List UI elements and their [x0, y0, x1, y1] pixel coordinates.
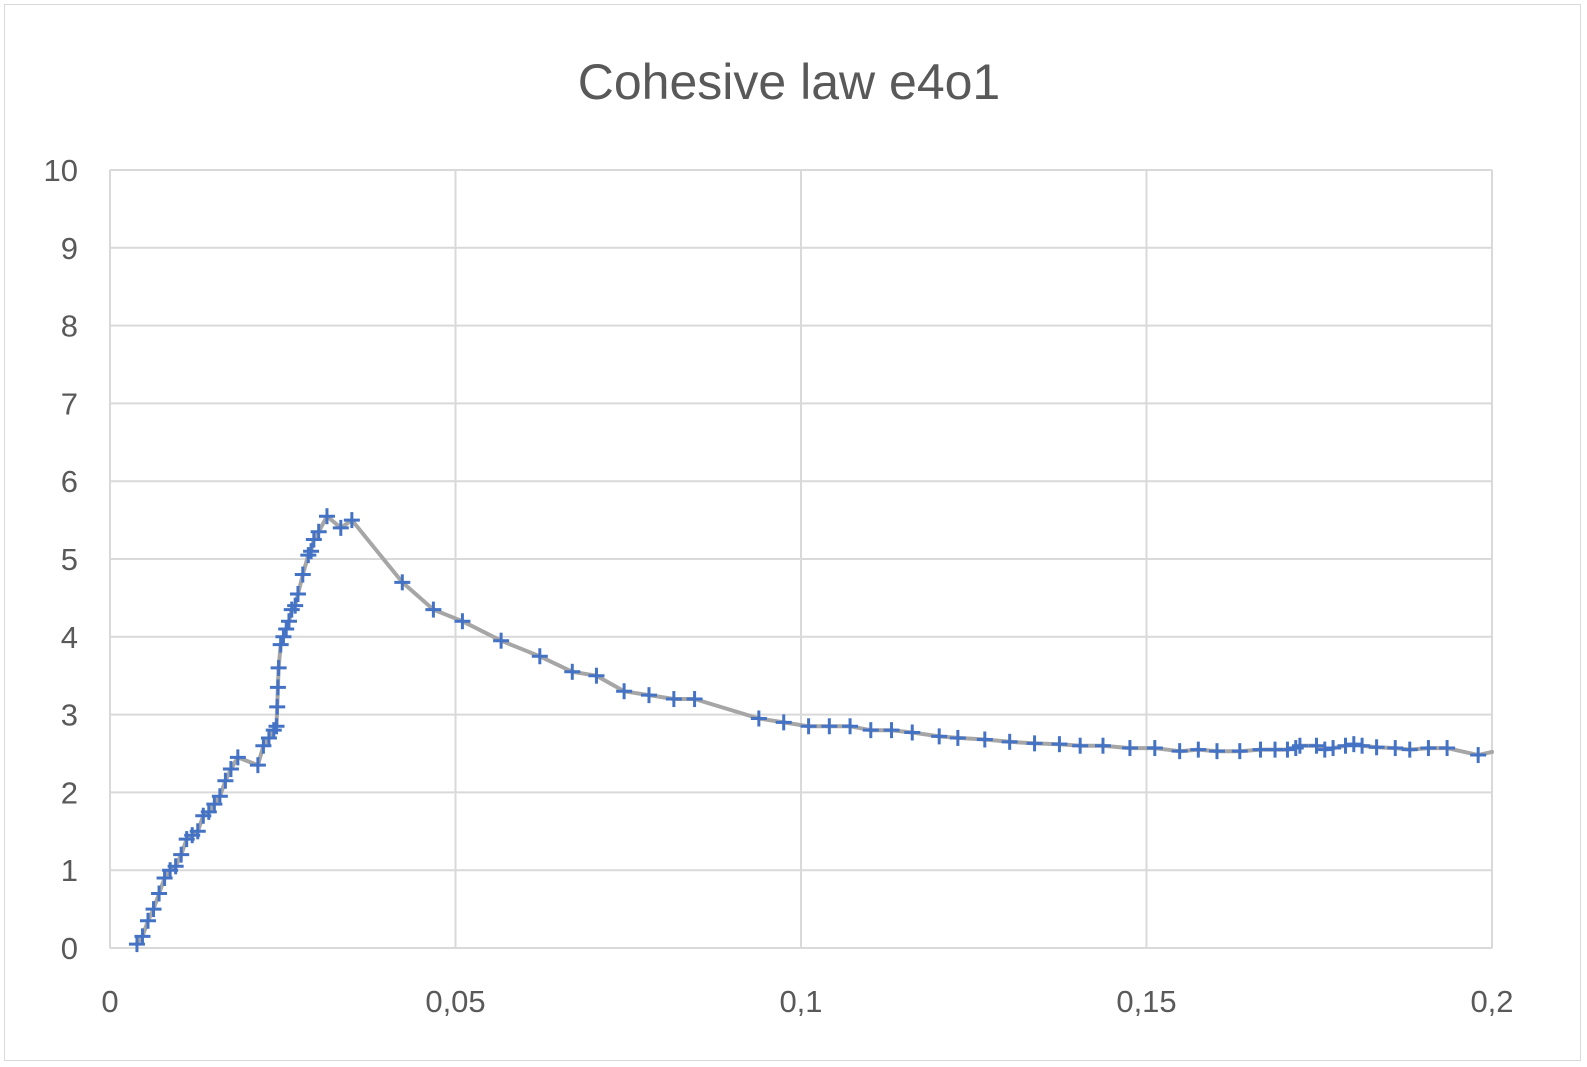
- y-tick-label: 2: [61, 775, 78, 810]
- data-point: [310, 523, 327, 540]
- data-point: [140, 912, 157, 929]
- data-point: [1001, 733, 1018, 750]
- data-point: [332, 519, 349, 536]
- data-point: [217, 772, 234, 789]
- data-point: [167, 858, 184, 875]
- data-point: [1072, 737, 1089, 754]
- data-point: [1345, 736, 1362, 753]
- data-point: [300, 547, 317, 564]
- data-point: [454, 613, 471, 630]
- data-point: [665, 691, 682, 708]
- data-point: [173, 846, 190, 863]
- data-point: [1401, 741, 1418, 758]
- data-point: [775, 714, 792, 731]
- data-point: [151, 885, 168, 902]
- data-point: [249, 757, 266, 774]
- data-point: [269, 698, 286, 715]
- data-point: [1094, 737, 1111, 754]
- chart-title: Cohesive law e4o1: [578, 54, 1001, 110]
- y-tick-label: 7: [61, 386, 78, 421]
- data-point: [287, 597, 304, 614]
- data-point: [493, 632, 510, 649]
- data-point: [750, 710, 767, 727]
- data-point: [275, 628, 292, 645]
- data-point: [564, 663, 581, 680]
- x-tick-label: 0,05: [425, 984, 485, 1019]
- data-point: [268, 718, 285, 735]
- data-point: [976, 731, 993, 748]
- chart: Cohesive law e4o1 0 1 2 3 4 5 6 7 8 9 10 0 0,05 0,1 0,…: [44, 54, 1514, 1019]
- data-point: [1420, 740, 1437, 757]
- y-tick-label: 4: [61, 620, 78, 655]
- y-tick-label: 0: [61, 931, 78, 966]
- data-point: [949, 729, 966, 746]
- data-point: [1231, 743, 1248, 760]
- data-point: [1387, 740, 1404, 757]
- data-point: [270, 659, 287, 676]
- data-point: [1291, 737, 1308, 754]
- series-line: [134, 514, 1494, 947]
- data-point: [1171, 743, 1188, 760]
- data-point: [343, 512, 360, 529]
- data-point: [425, 601, 442, 618]
- data-point: [222, 761, 239, 778]
- data-point: [1470, 747, 1487, 764]
- data-point: [134, 928, 151, 945]
- x-tick-label: 0,15: [1116, 984, 1176, 1019]
- data-point: [1325, 740, 1342, 757]
- data-point: [1252, 741, 1269, 758]
- y-tick-label: 3: [61, 698, 78, 733]
- data-point: [189, 823, 206, 840]
- y-tick-label: 6: [61, 464, 78, 499]
- data-point: [931, 728, 948, 745]
- y-tick-label: 1: [61, 853, 78, 888]
- data-point: [394, 574, 411, 591]
- y-tick-label: 10: [44, 153, 78, 188]
- y-tick-label: 5: [61, 542, 78, 577]
- data-point: [280, 613, 297, 630]
- data-point: [800, 718, 817, 735]
- x-tick-label: 0,2: [1470, 984, 1513, 1019]
- data-point: [145, 901, 162, 918]
- data-point: [1368, 739, 1385, 756]
- x-tick-label: 0,1: [779, 984, 822, 1019]
- data-point: [883, 722, 900, 739]
- data-point: [1337, 737, 1354, 754]
- data-point: [1190, 741, 1207, 758]
- data-point: [616, 683, 633, 700]
- data-point: [1439, 740, 1456, 757]
- data-point: [904, 724, 921, 741]
- data-point: [588, 667, 605, 684]
- data-point: [1121, 740, 1138, 757]
- data-point: [318, 508, 335, 525]
- data-point: [640, 687, 657, 704]
- data-point: [211, 788, 228, 805]
- data-point: [278, 621, 295, 638]
- data-point: [1354, 737, 1371, 754]
- data-point: [1146, 740, 1163, 757]
- y-tick-label: 8: [61, 309, 78, 344]
- data-point: [531, 648, 548, 665]
- data-point: [1208, 743, 1225, 760]
- data-point: [289, 586, 306, 603]
- chart-frame: Cohesive law e4o1 0 1 2 3 4 5 6 7 8 9 10 0 0,05 0,1 0,…: [4, 4, 1581, 1061]
- data-point: [303, 543, 320, 560]
- data-point: [269, 679, 286, 696]
- data-point: [1316, 741, 1333, 758]
- data-point: [294, 566, 311, 583]
- data-point: [842, 718, 859, 735]
- data-point: [229, 749, 246, 766]
- data-point: [686, 691, 703, 708]
- data-point: [1279, 741, 1296, 758]
- y-tick-label: 9: [61, 231, 78, 266]
- data-point: [1026, 735, 1043, 752]
- data-point: [1051, 736, 1068, 753]
- data-point: [862, 722, 879, 739]
- data-point: [821, 718, 838, 735]
- data-point: [272, 636, 289, 653]
- x-tick-label: 0: [101, 984, 118, 1019]
- data-point: [1308, 737, 1325, 754]
